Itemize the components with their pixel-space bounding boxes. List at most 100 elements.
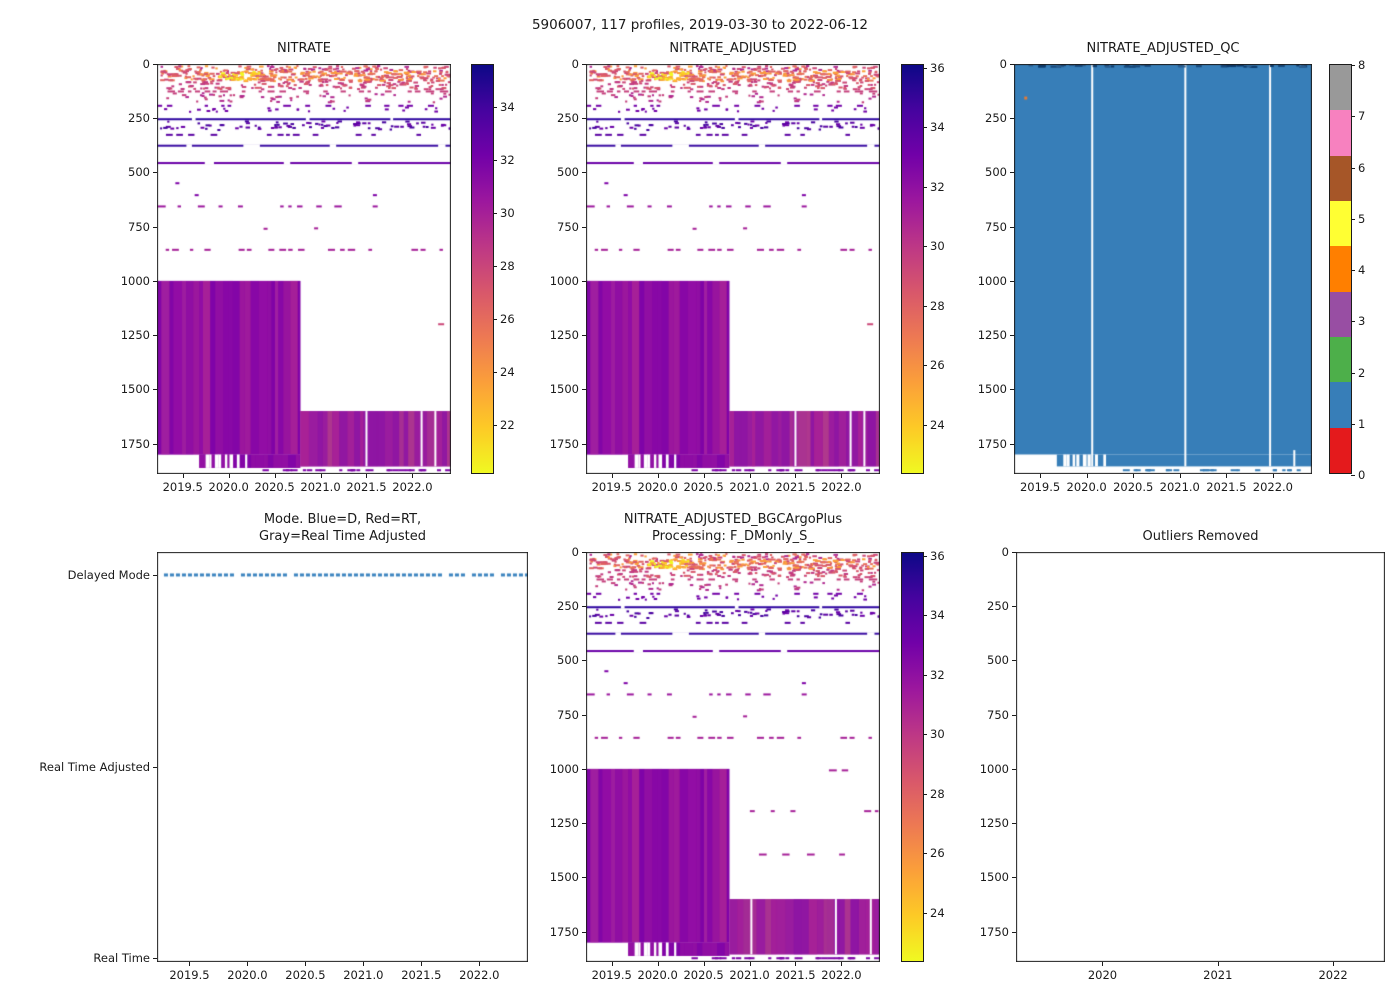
x-tick — [1102, 962, 1104, 966]
x-tick — [795, 962, 797, 966]
x-tick-label: 2019.5 — [591, 480, 632, 494]
x-tick — [749, 962, 751, 966]
colorbar-tick — [923, 615, 927, 617]
colorbar-tick — [923, 246, 927, 248]
y-tick — [1010, 389, 1014, 391]
y-tick — [1010, 226, 1014, 228]
y-tick-label: 0 — [999, 57, 1007, 71]
bgcargoplus-heatmap-canvas — [586, 552, 880, 962]
x-tick-label: 2021.5 — [775, 480, 816, 494]
x-tick — [363, 962, 365, 966]
x-tick — [305, 962, 307, 966]
x-tick — [320, 474, 322, 478]
y-tick-label: 1250 — [549, 816, 579, 831]
y-tick-label: 0 — [571, 545, 579, 559]
y-tick — [1012, 660, 1016, 662]
x-tick — [1086, 474, 1088, 478]
y-tick — [153, 64, 157, 65]
y-category-label: Delayed Mode — [67, 567, 150, 582]
y-tick — [582, 768, 586, 770]
qc-colorbar-segment — [1330, 291, 1351, 337]
y-tick-label: 1750 — [549, 924, 579, 939]
x-tick-label: 2019.5 — [1019, 480, 1061, 494]
y-tick-label: 1000 — [977, 273, 1007, 288]
x-tick-label: 2021.0 — [729, 968, 770, 982]
panel-title-mode: Mode. Blue=D, Red=RT, Gray=Real Time Adj… — [259, 512, 426, 545]
y-tick-label: 250 — [128, 111, 150, 126]
y-tick — [1012, 877, 1016, 879]
x-tick — [189, 962, 191, 966]
colorbar-tick-label: 30 — [930, 239, 945, 254]
y-tick — [582, 823, 586, 825]
y-tick-label: 1500 — [977, 382, 1007, 397]
x-tick-label: 2020.0 — [1066, 480, 1107, 494]
qc-colorbar: 8 7 6 5 4 3 2 1 0 — [1329, 58, 1365, 482]
y-tick-label: 500 — [557, 165, 579, 180]
panel-title-nitrate-adjusted: NITRATE_ADJUSTED — [669, 41, 797, 57]
x-tick — [841, 474, 843, 478]
x-tick-label: 2022.0 — [821, 480, 862, 494]
colorbar-tick-label: 24 — [930, 417, 945, 432]
colorbar-tick-label: 0 — [1358, 468, 1366, 482]
colorbar-tick — [1351, 475, 1355, 476]
y-tick — [582, 280, 586, 282]
y-tick — [1012, 823, 1016, 825]
y-tick-label: 1500 — [549, 382, 579, 397]
x-tick — [657, 474, 659, 478]
colorbar-tick — [1351, 372, 1355, 374]
colorbar-tick — [923, 853, 927, 855]
colorbar-tick — [493, 107, 497, 109]
colorbar-tick — [923, 67, 927, 69]
nitrate-adjusted-colorbar: 36 34 32 30 28 26 24 — [901, 61, 945, 474]
colorbar-tick — [493, 318, 497, 320]
y-tick — [153, 574, 157, 576]
y-tick-label: 500 — [557, 653, 579, 668]
colorbar-tick — [1351, 321, 1355, 323]
y-tick — [582, 443, 586, 445]
y-tick-label: 1000 — [549, 761, 579, 776]
y-tick — [582, 389, 586, 391]
y-tick — [582, 118, 586, 120]
y-tick — [582, 226, 586, 228]
panel-title-nitrate: NITRATE — [276, 41, 332, 57]
x-tick — [182, 474, 184, 478]
qc-colorbar-segment — [1330, 382, 1351, 428]
colorbar-tick-label: 32 — [930, 667, 945, 682]
y-tick — [1010, 280, 1014, 282]
colorbar-tick-label: 26 — [930, 846, 945, 861]
x-tick-label: 2022.0 — [459, 968, 500, 982]
x-tick — [657, 962, 659, 966]
x-tick-label: 2021.0 — [343, 968, 384, 982]
x-tick — [1226, 474, 1228, 478]
x-tick-label: 2020.0 — [208, 480, 249, 494]
x-tick — [274, 474, 276, 478]
x-tick-label: 2021.0 — [1159, 480, 1200, 494]
x-tick-label: 2021.5 — [346, 480, 387, 494]
y-tick — [582, 877, 586, 879]
y-tick-label: 250 — [557, 599, 579, 614]
x-tick — [611, 474, 613, 478]
x-tick — [841, 962, 843, 966]
y-tick-label: 750 — [985, 219, 1007, 234]
x-tick-label: 2020.5 — [1113, 480, 1154, 494]
y-tick — [1012, 552, 1016, 553]
x-tick — [228, 474, 230, 478]
colorbar-tick — [1351, 116, 1355, 118]
panel-nitrate: NITRATE 34 32 30 28 26 24 22 2019.5 2020.0 2020.… — [121, 41, 515, 494]
y-tick-label: 1250 — [120, 328, 150, 343]
y-tick — [582, 606, 586, 608]
colorbar-tick-label: 3 — [1358, 314, 1366, 329]
y-tick-label: 1500 — [979, 870, 1009, 885]
colorbar-tick — [923, 555, 927, 557]
x-tick — [795, 474, 797, 478]
y-tick-label: 500 — [985, 165, 1007, 180]
x-tick — [479, 962, 481, 966]
colorbar-tick — [923, 186, 927, 188]
colorbar-tick-label: 36 — [930, 60, 945, 75]
y-tick — [1012, 931, 1016, 933]
panel-title-outliers-removed: Outliers Removed — [1142, 529, 1259, 545]
y-tick — [1010, 64, 1014, 65]
colorbar-tick-label: 5 — [1358, 211, 1366, 226]
colorbar-tick-label: 6 — [1358, 160, 1366, 175]
colorbar-tick-label: 24 — [500, 364, 515, 379]
